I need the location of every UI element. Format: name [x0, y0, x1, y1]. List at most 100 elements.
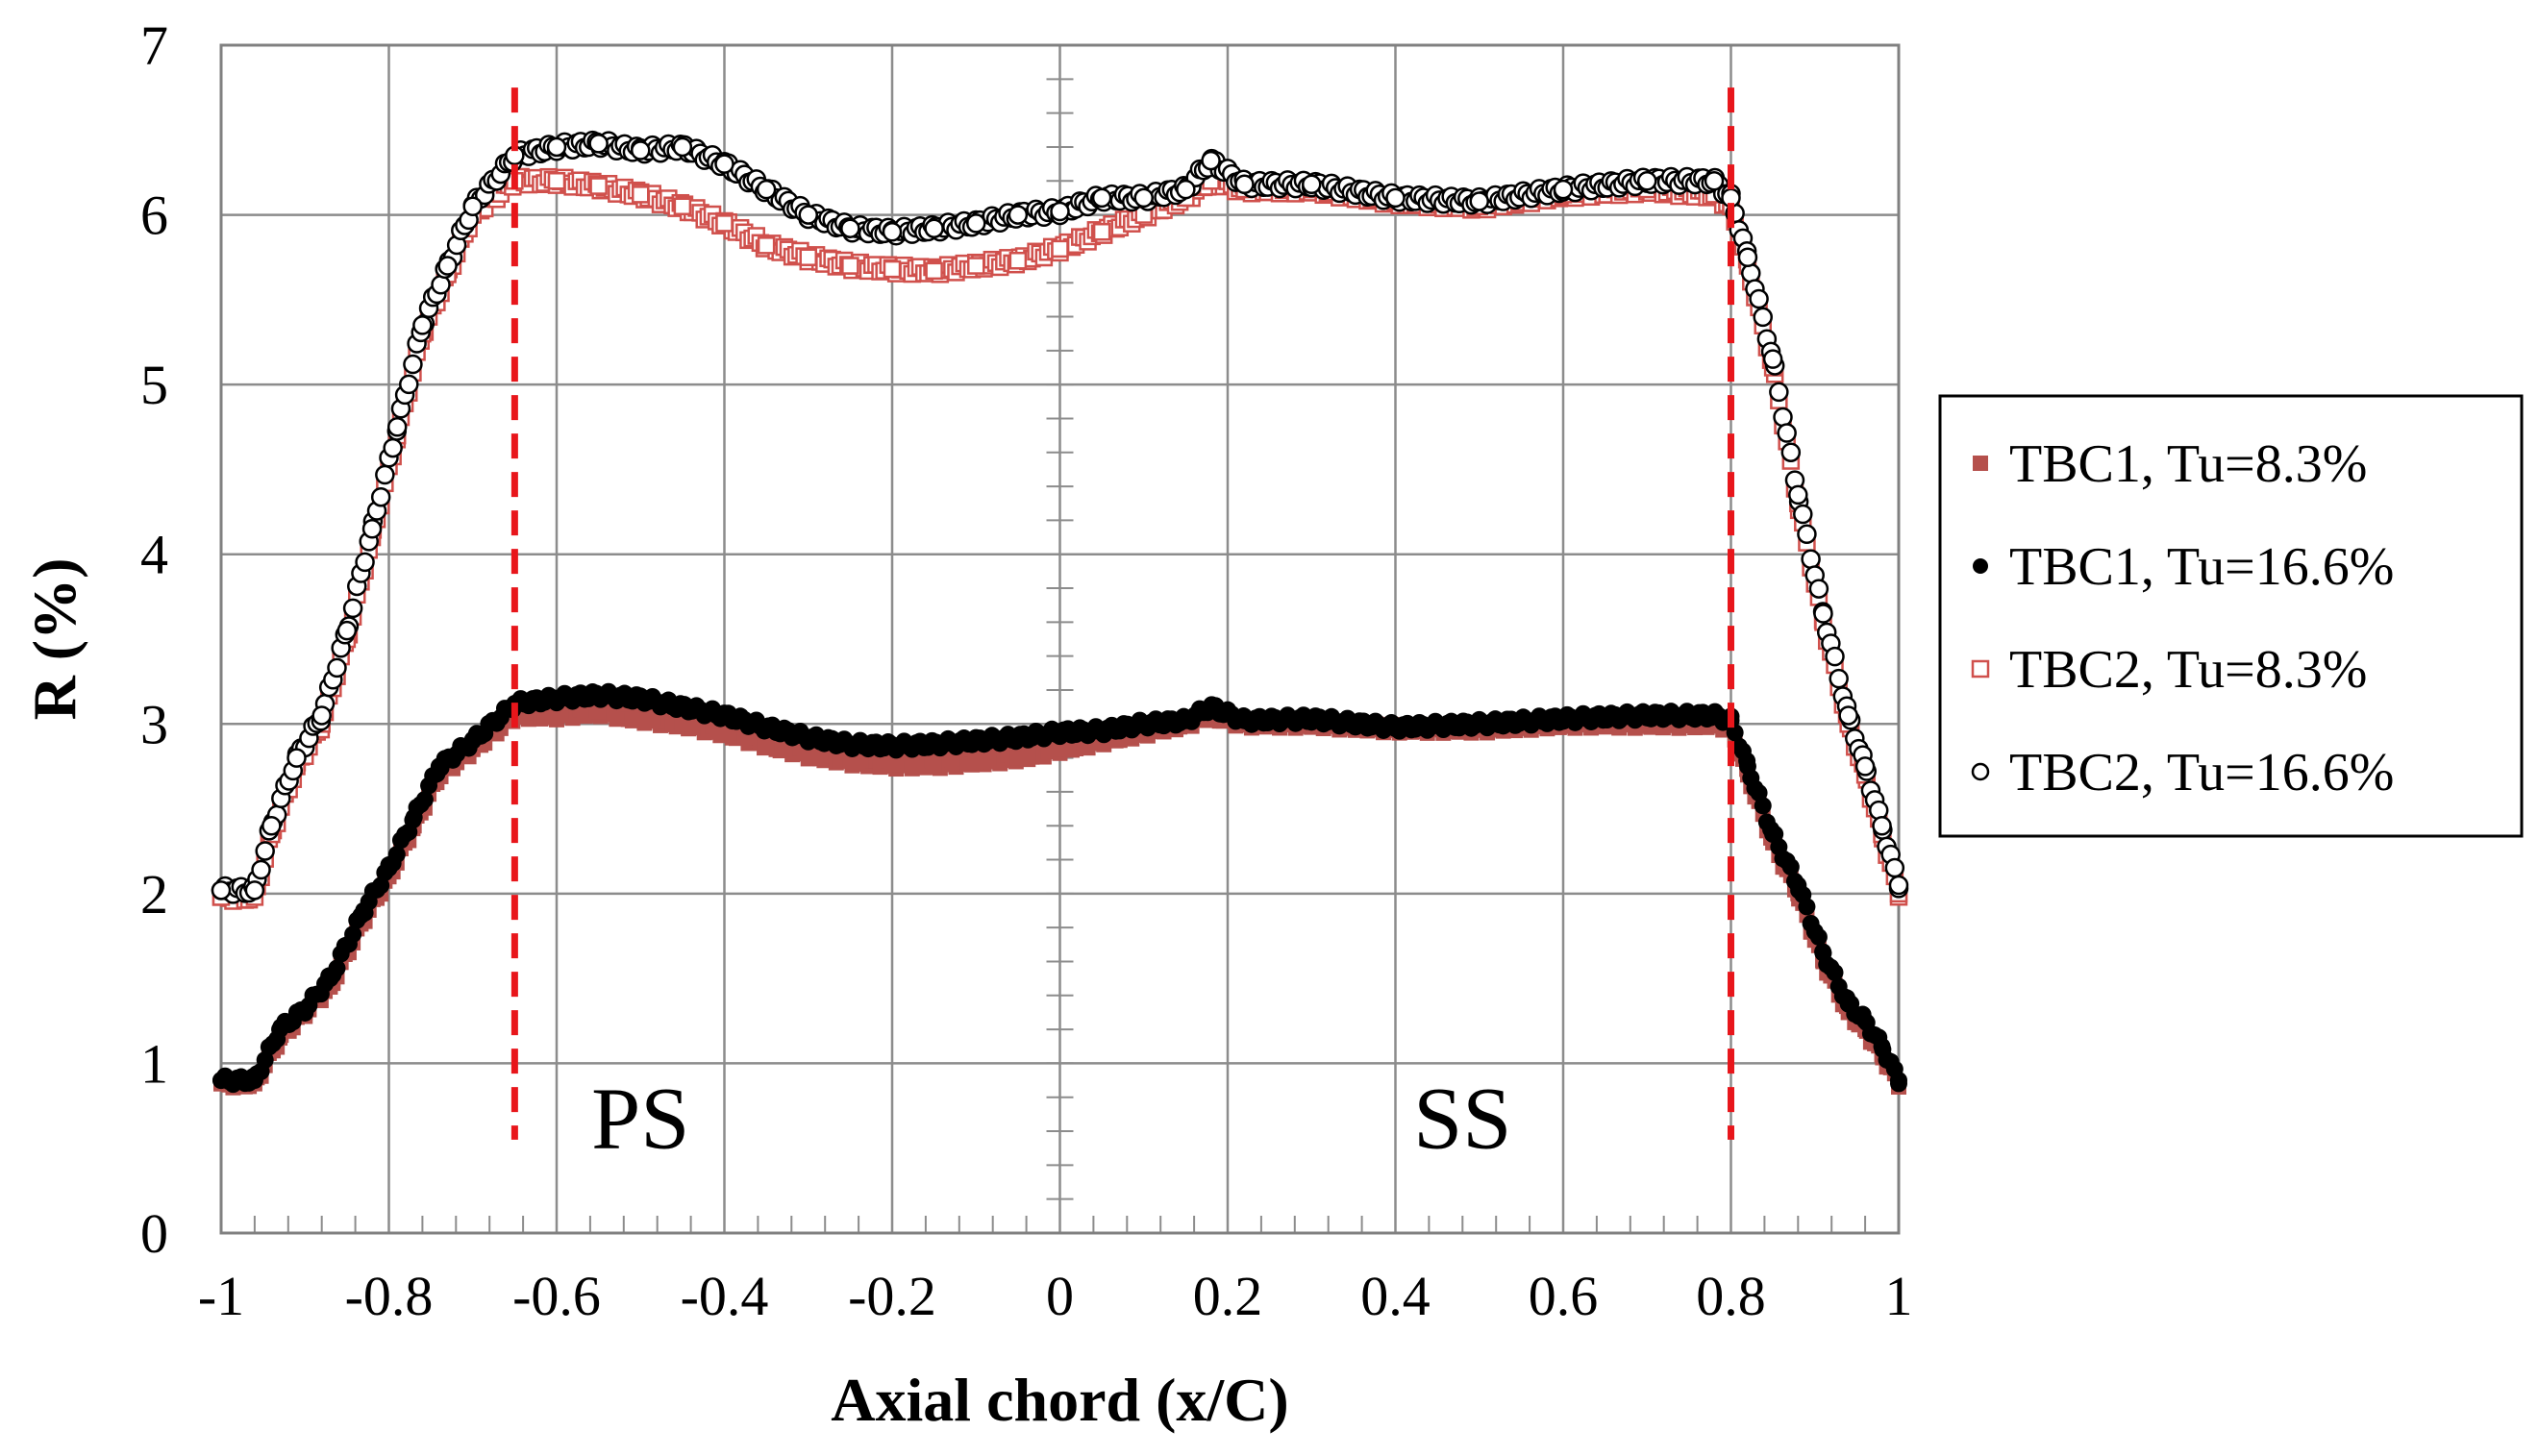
series-marker [375, 464, 395, 485]
data-point [245, 1072, 263, 1090]
data-point [1704, 171, 1725, 191]
reference-lines [510, 87, 1734, 1140]
data-point [1839, 995, 1857, 1013]
legend-label: TBC1, Tu=8.3% [2009, 434, 2367, 494]
x-tick-label: 0.8 [1696, 1265, 1766, 1327]
data-point [361, 518, 383, 539]
data-point [884, 756, 900, 773]
series-marker [327, 657, 347, 679]
data-point [1788, 484, 1808, 506]
data-point [966, 213, 986, 234]
data-point [1302, 174, 1322, 195]
data-point [1008, 728, 1027, 747]
series-marker [403, 354, 423, 375]
y-tick-label: 2 [140, 863, 168, 925]
data-point [380, 859, 398, 877]
series-marker [1793, 504, 1813, 525]
data-point [1638, 706, 1656, 725]
data-point [1234, 174, 1255, 195]
series-marker [1753, 307, 1773, 328]
series-marker [1809, 927, 1828, 946]
data-point [883, 259, 902, 279]
data-point [590, 703, 607, 720]
data-point [759, 736, 775, 753]
data-point [926, 756, 942, 773]
data-point [1705, 706, 1724, 725]
data-point [211, 880, 232, 901]
legend: TBC1, Tu=8.3% TBC1, Tu=16.6% TBC2, Tu=8.3%… [1938, 394, 2524, 838]
series-marker [431, 274, 451, 295]
data-point [547, 172, 566, 190]
data-point [212, 1072, 230, 1090]
data-point [674, 716, 690, 732]
series-marker [1749, 288, 1769, 309]
series-marker [1801, 549, 1821, 569]
data-point [715, 706, 734, 725]
data-point [1052, 741, 1068, 757]
series-marker [1829, 668, 1849, 689]
y-tick-labels: 0 1 2 3 4 5 6 7 [140, 14, 168, 1265]
data-point [757, 236, 776, 255]
data-point [1553, 179, 1574, 200]
data-point [882, 221, 903, 242]
data-point [799, 728, 817, 747]
data-point [1856, 1012, 1875, 1030]
data-point [1176, 179, 1196, 200]
data-point [589, 177, 608, 195]
series-marker [342, 598, 363, 619]
data-point [405, 808, 423, 827]
y-tick-label: 4 [140, 524, 168, 586]
data-point [1133, 187, 1154, 209]
data-point [924, 218, 944, 238]
series-marker [1797, 524, 1817, 545]
data-point [1814, 944, 1832, 962]
data-point [715, 214, 734, 233]
x-axis-title: Axial chord (x/C) [831, 1366, 1288, 1434]
x-tick-label: 0.6 [1529, 1265, 1599, 1327]
data-point [925, 261, 943, 281]
data-point [758, 718, 776, 736]
data-point [1737, 247, 1758, 267]
data-point [1008, 205, 1029, 225]
series-1 [212, 682, 1907, 1094]
series-marker [1754, 797, 1772, 815]
series-marker [255, 841, 275, 861]
legend-label: TBC2, Tu=16.6% [2009, 743, 2394, 802]
series-marker [1769, 382, 1789, 403]
data-point [1637, 171, 1657, 191]
data-point [632, 185, 650, 204]
data-point [1051, 724, 1069, 742]
data-point [311, 705, 332, 726]
x-tick-label: 0.4 [1360, 1265, 1431, 1327]
data-point [631, 140, 651, 160]
legend-label: TBC2, Tu=8.3% [2009, 640, 2367, 700]
series-marker [415, 790, 434, 808]
data-point [714, 154, 734, 174]
x-tick-label: -0.6 [512, 1265, 601, 1327]
series-marker [387, 846, 406, 864]
data-point [633, 710, 649, 727]
data-point [355, 901, 373, 920]
y-tick-label: 1 [140, 1032, 168, 1095]
data-point [1890, 1072, 1907, 1090]
x-tick-label: -0.8 [345, 1265, 434, 1327]
legend-label: TBC1, Tu=16.6% [2009, 537, 2394, 597]
data-point [336, 620, 358, 641]
data-point [1470, 715, 1488, 733]
data-point [463, 731, 482, 750]
data-point [1469, 191, 1489, 211]
data-point [1050, 201, 1070, 222]
series-marker [1798, 898, 1816, 916]
data-point [286, 748, 307, 768]
data-point [1093, 722, 1111, 740]
data-point [841, 735, 859, 753]
data-point [1091, 187, 1112, 209]
series-marker [1826, 963, 1844, 981]
data-point [589, 686, 608, 704]
data-point [1872, 815, 1892, 836]
data-point [244, 880, 265, 901]
data-point [1813, 604, 1833, 624]
legend-marker [1973, 558, 1988, 574]
series-layer [211, 130, 1909, 1096]
data-point [1873, 1037, 1891, 1055]
